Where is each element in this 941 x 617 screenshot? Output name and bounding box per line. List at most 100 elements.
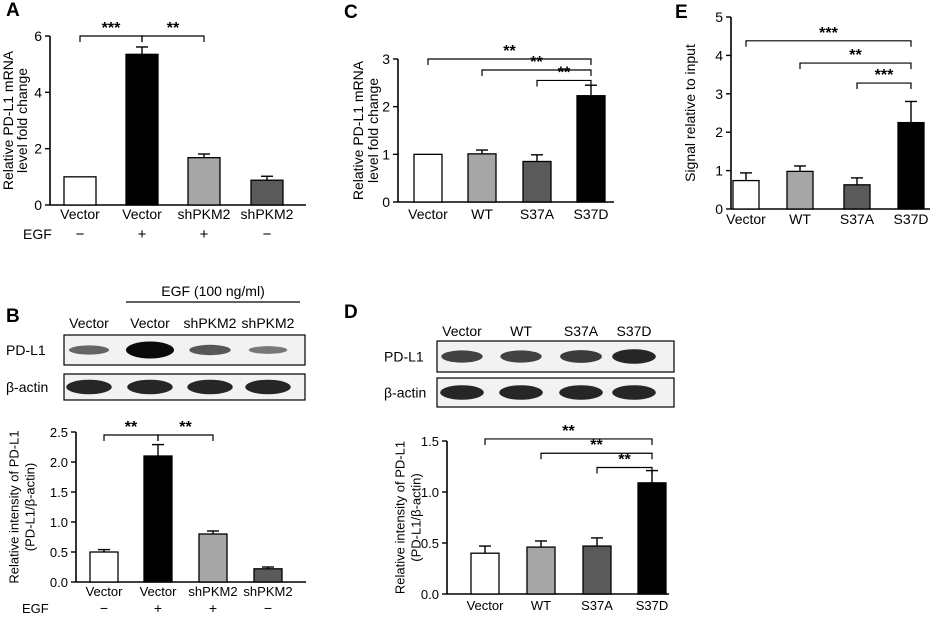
chart-a-bar [125, 53, 159, 206]
chart-b-bar [89, 551, 119, 583]
chart-d-significance-label: ** [590, 437, 603, 454]
chart-a-ylabel: level fold change [14, 68, 30, 173]
panel-label-d: D [344, 302, 358, 323]
chart-e-significance-label: ** [849, 47, 862, 64]
chart-c-bar [522, 160, 552, 203]
chart-a-egf-value: + [138, 226, 147, 243]
chart-b-category-label: shPKM2 [243, 584, 292, 599]
chart-d-significance-label: ** [562, 423, 575, 440]
chart-b-egf-value: − [100, 600, 108, 616]
chart-b-ytick-label: 0.5 [50, 545, 68, 560]
blot-b-row-label: β-actin [6, 379, 48, 395]
blot-d-band [499, 385, 543, 400]
chart-b-egf-value: + [154, 600, 162, 616]
blot-b-band [187, 379, 233, 395]
chart-e-significance-label: *** [875, 67, 894, 84]
chart-e-ytick-label: 5 [715, 9, 723, 25]
blot-b-band [68, 345, 110, 355]
blot-b-band [126, 341, 174, 359]
chart-d-bar [582, 545, 612, 595]
chart-a-bar [187, 157, 221, 206]
chart-e-bar [897, 121, 925, 210]
chart-d-ylabel: Relative intensity of PD-L1 [393, 441, 408, 594]
chart-d-bar [470, 552, 500, 595]
chart-d-significance-label: ** [618, 452, 631, 469]
blot-d-lane-label: S37A [564, 323, 599, 339]
chart-d-ytick-label: 1.5 [421, 434, 439, 449]
chart-b-bar [198, 533, 228, 583]
blot-d-band [560, 350, 602, 363]
chart-c-category-label: Vector [408, 206, 448, 222]
chart-b-ylabel: Relative intensity of PD-L1 [7, 430, 22, 583]
blot-b-lane-label: Vector [69, 315, 109, 331]
chart-a-significance-label: ** [167, 20, 180, 37]
chart-c-category-label: S37D [573, 206, 608, 222]
chart-d-category-label: WT [531, 598, 551, 613]
chart-c-ytick-label: 2 [382, 99, 390, 115]
chart-a-egf-value: + [200, 226, 209, 243]
chart-b-category-label: Vector [140, 584, 178, 599]
chart-c-ytick-label: 3 [382, 51, 390, 67]
chart-a-egf-value: − [76, 226, 85, 243]
chart-d-bar [637, 482, 667, 595]
chart-c-significance-label: ** [530, 54, 543, 71]
chart-b-bar [253, 568, 283, 583]
blot-b-row-label: PD-L1 [6, 342, 46, 358]
blot-d-band [559, 385, 603, 400]
blot-d-row-label: PD-L1 [384, 349, 424, 365]
chart-a-bar [250, 179, 284, 206]
chart-b-ytick-label: 2.5 [50, 425, 68, 440]
blot-b-band [248, 346, 288, 354]
chart-b-egf-value: − [264, 600, 272, 616]
chart-d-significance-bracket [484, 438, 653, 445]
chart-e-ytick-label: 0 [715, 201, 723, 217]
chart-a-row-label: EGF [23, 226, 52, 242]
chart-d-significance-bracket [596, 466, 653, 474]
chart-d-category-label: S37D [636, 598, 669, 613]
chart-b-row-label: EGF [22, 601, 49, 616]
blot-d-lane-label: S37D [616, 323, 651, 339]
chart-a-significance-label: *** [102, 20, 121, 37]
chart-e-ytick-label: 3 [715, 86, 723, 102]
blot-b-band [189, 344, 231, 356]
blot-d-band [440, 385, 484, 400]
chart-e-significance-bracket [799, 62, 912, 70]
panel-label-c: C [344, 2, 358, 23]
chart-c-significance-label: ** [503, 43, 516, 60]
chart-b-ytick-label: 1.5 [50, 485, 68, 500]
chart-a-ylabel: Relative PD-L1 mRNA [0, 50, 16, 190]
blot-d-row-label: β-actin [384, 385, 426, 401]
chart-c-ytick-label: 0 [382, 194, 390, 210]
panel-label-e: E [675, 2, 688, 23]
chart-c-bar [576, 95, 606, 203]
chart-e-bar [786, 170, 814, 210]
blot-b-lane-label: shPKM2 [242, 315, 295, 331]
blot-d-lane-label: Vector [442, 323, 482, 339]
chart-e-ytick-label: 1 [715, 163, 723, 179]
blot-b-band [245, 379, 291, 395]
chart-d-ytick-label: 0.0 [421, 587, 439, 602]
chart-e-ylabel: Signal relative to input [682, 44, 698, 182]
chart-a-category-label: Vector [122, 206, 162, 222]
chart-e-ytick-label: 2 [715, 124, 723, 140]
chart-c-significance-bracket [427, 58, 592, 65]
chart-c-bar [413, 153, 443, 203]
chart-b-ytick-label: 2.0 [50, 455, 68, 470]
chart-c-significance-bracket [536, 79, 592, 87]
chart-b-significance-bracket [157, 434, 214, 441]
chart-e-significance-bracket [856, 82, 912, 90]
chart-a-bar [63, 176, 97, 206]
chart-e-significance-bracket [745, 40, 912, 47]
blot-b-band [127, 379, 173, 395]
chart-e-category-label: S37A [840, 211, 875, 227]
chart-d-ylabel: (PD-L1/β-actin) [409, 473, 424, 561]
chart-a-category-label: shPKM2 [241, 206, 294, 222]
chart-b-ytick-label: 1.0 [50, 515, 68, 530]
chart-c-significance-label: ** [558, 64, 571, 81]
blot-d-band [441, 350, 483, 363]
blot-d-band [612, 349, 656, 364]
chart-e-bar [732, 179, 760, 210]
chart-b-category-label: Vector [86, 584, 124, 599]
chart-c-ylabel: level fold change [365, 78, 381, 183]
